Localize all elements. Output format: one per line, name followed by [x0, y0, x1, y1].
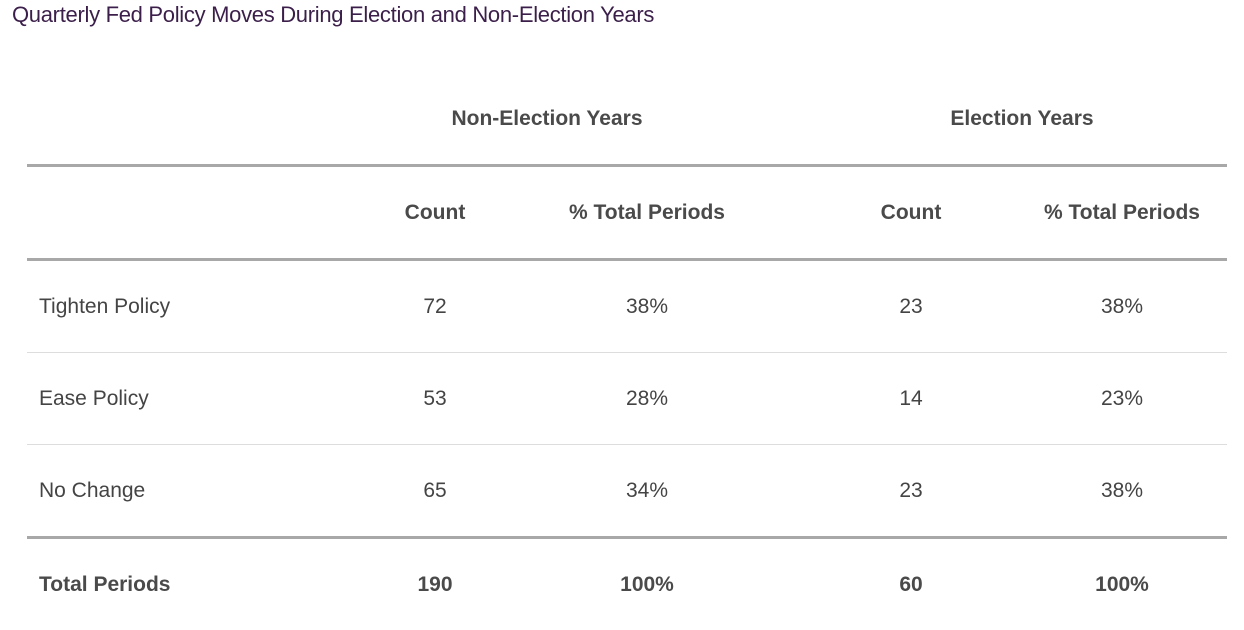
row-label: Tighten Policy — [39, 294, 171, 318]
table-cell: 14 — [899, 386, 923, 410]
table-cell: 38% — [1100, 478, 1144, 502]
table-row-no-change: No Change 65 34% 23 38% — [27, 445, 1227, 539]
table-cell: 28% — [625, 386, 669, 410]
table-cell: 100% — [620, 572, 674, 596]
row-label: Total Periods — [39, 572, 171, 596]
row-label: Ease Policy — [39, 386, 149, 410]
table-cell: 23% — [1100, 386, 1144, 410]
column-group-header-row: Non-Election Years Election Years — [27, 74, 1227, 167]
table-cell: 190 — [417, 572, 453, 596]
column-header-pct-non-election: % Total Periods — [569, 200, 725, 224]
column-header-count-non-election: Count — [404, 200, 466, 224]
table-row-ease-policy: Ease Policy 53 28% 14 23% — [27, 353, 1227, 445]
table-row-tighten-policy: Tighten Policy 72 38% 23 38% — [27, 261, 1227, 353]
table-cell: 72 — [423, 294, 447, 318]
table-cell: 23 — [899, 478, 923, 502]
column-header-pct-election: % Total Periods — [1044, 200, 1200, 224]
table-title: Quarterly Fed Policy Moves During Electi… — [12, 2, 655, 27]
table-cell: 100% — [1095, 572, 1149, 596]
table-cell: 65 — [423, 478, 447, 502]
table-cell: 38% — [1100, 294, 1144, 318]
table-cell: 60 — [899, 572, 923, 596]
fed-policy-table: Non-Election Years Election Years Count … — [27, 74, 1227, 630]
table-cell: 38% — [625, 294, 669, 318]
group-header-non-election: Non-Election Years — [451, 107, 643, 130]
table-cell: 53 — [423, 386, 447, 410]
column-header-row: Count % Total Periods Count % Total Peri… — [27, 167, 1227, 261]
table-row-total-periods: Total Periods 190 100% 60 100% — [27, 539, 1227, 630]
row-label: No Change — [39, 478, 146, 502]
table-cell: 23 — [899, 294, 923, 318]
table-cell: 34% — [625, 478, 669, 502]
group-header-election: Election Years — [950, 107, 1094, 130]
column-header-count-election: Count — [880, 200, 942, 224]
